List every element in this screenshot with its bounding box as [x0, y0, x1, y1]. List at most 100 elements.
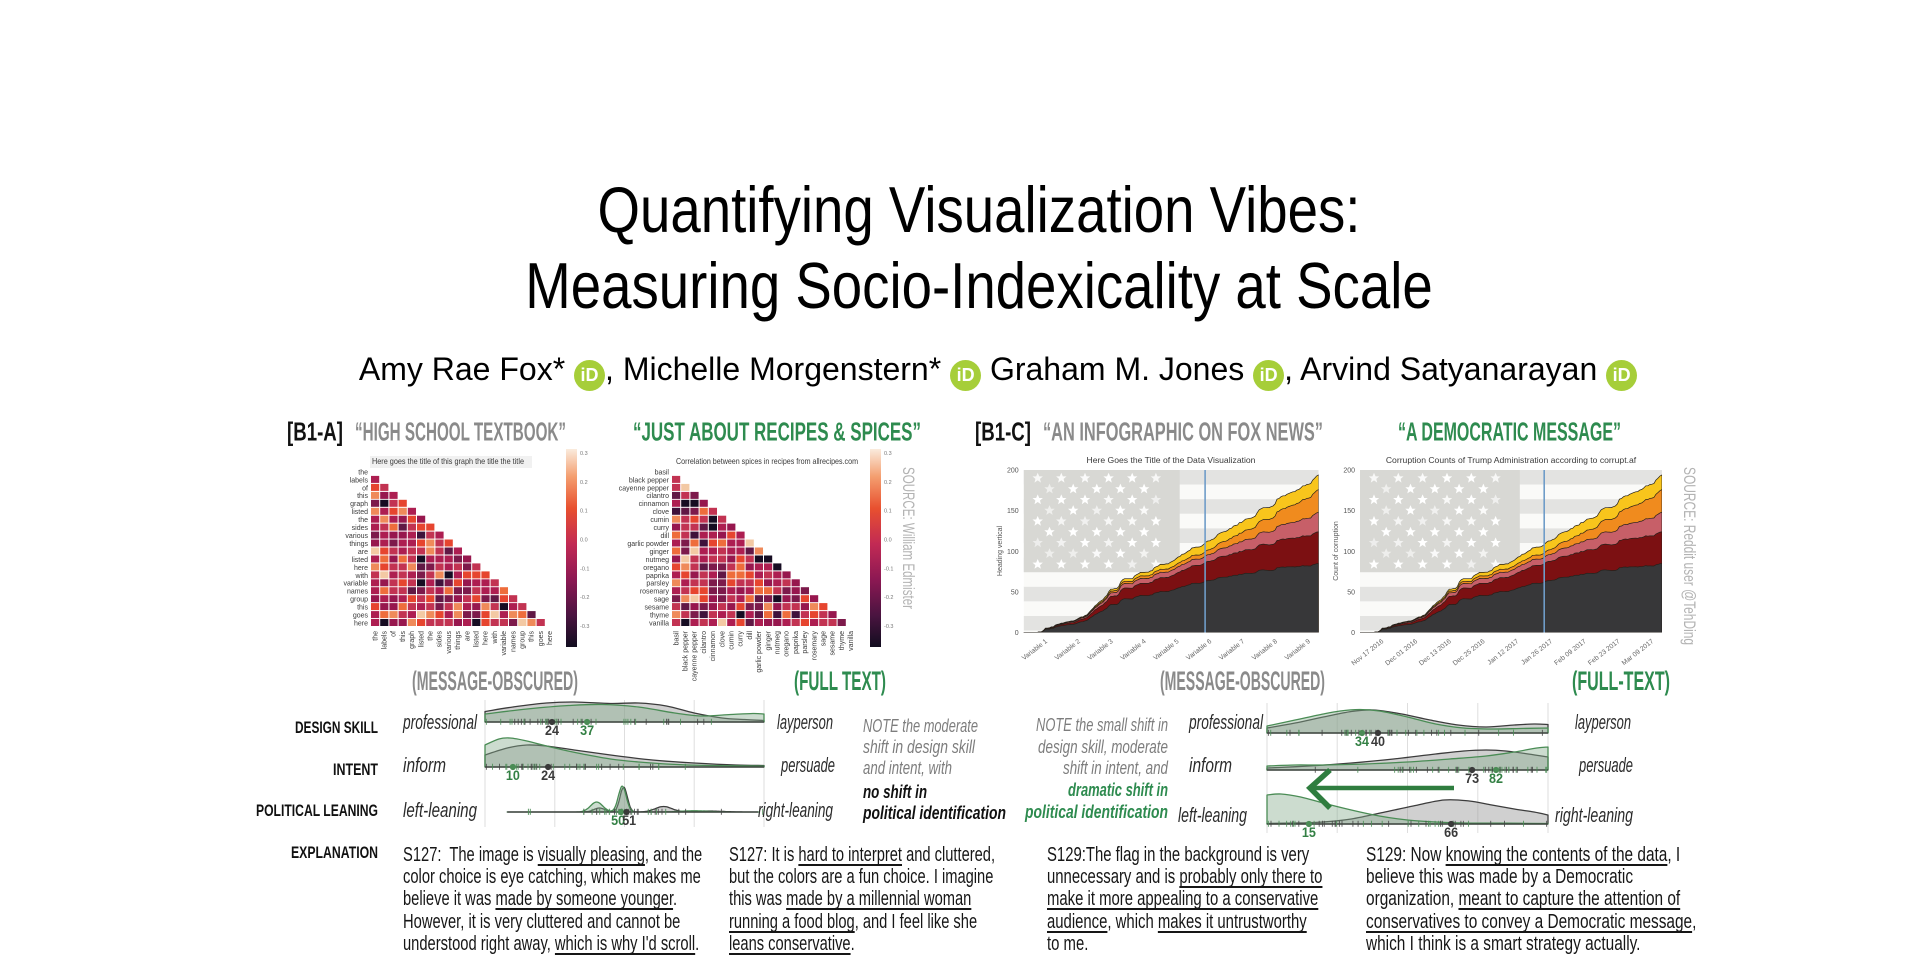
- svg-text:listed: listed: [474, 631, 481, 647]
- svg-text:0.2: 0.2: [884, 480, 892, 486]
- svg-text:-0.2: -0.2: [884, 595, 893, 601]
- svg-text:Jan 12 2017: Jan 12 2017: [1486, 638, 1520, 667]
- svg-text:sesame: sesame: [644, 605, 669, 612]
- svg-text:names: names: [347, 589, 369, 596]
- svg-text:Heading vertical: Heading vertical: [997, 525, 1004, 576]
- svg-text:0.3: 0.3: [884, 451, 892, 457]
- svg-text:dill: dill: [660, 533, 669, 540]
- svg-text:[B1-C]: [B1-C]: [975, 417, 1031, 447]
- svg-text:political identification: political identification: [1024, 802, 1168, 822]
- svg-text:Variable 7: Variable 7: [1218, 638, 1246, 662]
- svg-text:NOTE the moderate: NOTE the moderate: [863, 716, 978, 736]
- svg-text:oregano: oregano: [784, 631, 791, 657]
- svg-text:10: 10: [506, 768, 520, 783]
- svg-text:the: the: [428, 631, 435, 641]
- svg-text:nutmeg: nutmeg: [646, 557, 669, 564]
- svg-text:cinnamon: cinnamon: [639, 501, 669, 508]
- svg-text:rosemary: rosemary: [640, 589, 670, 596]
- svg-text:this: this: [357, 493, 368, 500]
- svg-text:sage: sage: [654, 597, 669, 604]
- svg-text:things: things: [349, 541, 368, 548]
- svg-text:things: things: [455, 631, 462, 650]
- svg-text:150: 150: [1343, 508, 1355, 515]
- svg-text:cumin: cumin: [729, 631, 736, 650]
- svg-text:0.0: 0.0: [884, 538, 892, 544]
- svg-text:persuade: persuade: [1578, 755, 1633, 777]
- svg-text:0.0: 0.0: [580, 538, 588, 544]
- svg-text:Variable 1: Variable 1: [1021, 638, 1049, 662]
- svg-text:“JUST ABOUT RECIPES & SPICES”: “JUST ABOUT RECIPES & SPICES”: [633, 417, 921, 447]
- svg-text:[B1-A]: [B1-A]: [287, 417, 343, 447]
- svg-text:ginger: ginger: [650, 549, 670, 556]
- svg-text:40: 40: [1371, 734, 1385, 749]
- svg-text:sesame: sesame: [830, 631, 837, 656]
- svg-text:parsley: parsley: [646, 581, 669, 588]
- svg-text:dill: dill: [747, 631, 754, 640]
- svg-text:the: the: [358, 517, 368, 524]
- svg-text:(FULL TEXT): (FULL TEXT): [794, 666, 886, 696]
- svg-text:here: here: [354, 620, 368, 627]
- svg-text:inform: inform: [403, 755, 446, 777]
- svg-text:curry: curry: [738, 631, 745, 647]
- svg-text:SOURCE: Reddit user @TehDing: SOURCE: Reddit user @TehDing: [1680, 467, 1698, 645]
- svg-text:Variable 5: Variable 5: [1152, 638, 1180, 662]
- svg-text:Feb 23 2017: Feb 23 2017: [1587, 638, 1622, 667]
- svg-text:vanilla: vanilla: [649, 620, 669, 627]
- svg-text:51: 51: [622, 813, 636, 828]
- svg-text:NOTE the small shift in: NOTE the small shift in: [1036, 715, 1168, 735]
- svg-text:basil: basil: [655, 469, 670, 476]
- svg-text:24: 24: [545, 723, 559, 738]
- svg-text:“AN INFOGRAPHIC ON FOX NEWS”: “AN INFOGRAPHIC ON FOX NEWS”: [1043, 417, 1323, 447]
- svg-text:0: 0: [1351, 630, 1355, 637]
- svg-text:left-leaning: left-leaning: [403, 800, 477, 822]
- svg-text:0.1: 0.1: [580, 509, 588, 515]
- svg-text:group: group: [350, 597, 368, 604]
- svg-text:parsley: parsley: [802, 631, 809, 654]
- svg-text:basil: basil: [673, 631, 680, 646]
- svg-text:this: this: [529, 631, 536, 642]
- svg-text:political identification: political identification: [862, 803, 1006, 823]
- svg-text:100: 100: [1343, 549, 1355, 556]
- svg-text:Here Goes the Title of the Dat: Here Goes the Title of the Data Visualiz…: [1087, 455, 1256, 465]
- svg-text:shift in design skill: shift in design skill: [863, 737, 976, 757]
- svg-text:-0.3: -0.3: [580, 624, 589, 630]
- svg-text:graph: graph: [350, 501, 368, 508]
- svg-text:(FULL-TEXT): (FULL-TEXT): [1572, 666, 1670, 696]
- svg-text:dramatic shift in: dramatic shift in: [1068, 780, 1168, 800]
- svg-text:names: names: [510, 631, 517, 653]
- svg-text:Nov 17 2016: Nov 17 2016: [1351, 638, 1386, 667]
- svg-text:SOURCE: William Edmister: SOURCE: William Edmister: [899, 467, 917, 609]
- svg-text:black pepper: black pepper: [629, 477, 670, 484]
- svg-text:black pepper: black pepper: [683, 630, 690, 671]
- svg-text:are: are: [464, 631, 471, 641]
- svg-text:persuade: persuade: [780, 755, 835, 777]
- svg-text:50: 50: [1011, 589, 1019, 596]
- svg-text:professional: professional: [402, 712, 477, 734]
- svg-text:listed: listed: [352, 557, 368, 564]
- svg-text:66: 66: [1444, 825, 1458, 840]
- svg-text:-0.1: -0.1: [580, 566, 589, 572]
- svg-text:vanilla: vanilla: [848, 631, 855, 651]
- svg-text:professional: professional: [1188, 712, 1263, 734]
- svg-text:ginger: ginger: [765, 630, 772, 650]
- svg-text:DESIGN SKILL: DESIGN SKILL: [295, 718, 378, 737]
- svg-text:73: 73: [1465, 771, 1479, 786]
- svg-text:cilantro: cilantro: [646, 493, 669, 500]
- svg-text:37: 37: [580, 723, 594, 738]
- svg-text:100: 100: [1007, 549, 1019, 556]
- svg-text:the: the: [358, 469, 368, 476]
- svg-text:variable: variable: [343, 581, 368, 588]
- svg-text:rosemary: rosemary: [811, 631, 818, 661]
- svg-text:Corruption Counts of Trump Adm: Corruption Counts of Trump Administratio…: [1386, 455, 1637, 465]
- svg-text:Variable 2: Variable 2: [1054, 638, 1082, 662]
- svg-text:design skill, moderate: design skill, moderate: [1038, 737, 1168, 757]
- svg-text:Dec 25 2016: Dec 25 2016: [1452, 638, 1487, 667]
- svg-text:Variable 3: Variable 3: [1087, 638, 1115, 662]
- svg-text:listed: listed: [352, 509, 368, 516]
- svg-text:goes: goes: [353, 613, 369, 620]
- svg-text:Count of corruption: Count of corruption: [1333, 521, 1340, 581]
- svg-text:-0.2: -0.2: [580, 595, 589, 601]
- svg-text:cayenne pepper: cayenne pepper: [619, 485, 670, 492]
- svg-text:sage: sage: [821, 631, 828, 646]
- svg-text:inform: inform: [1189, 755, 1232, 777]
